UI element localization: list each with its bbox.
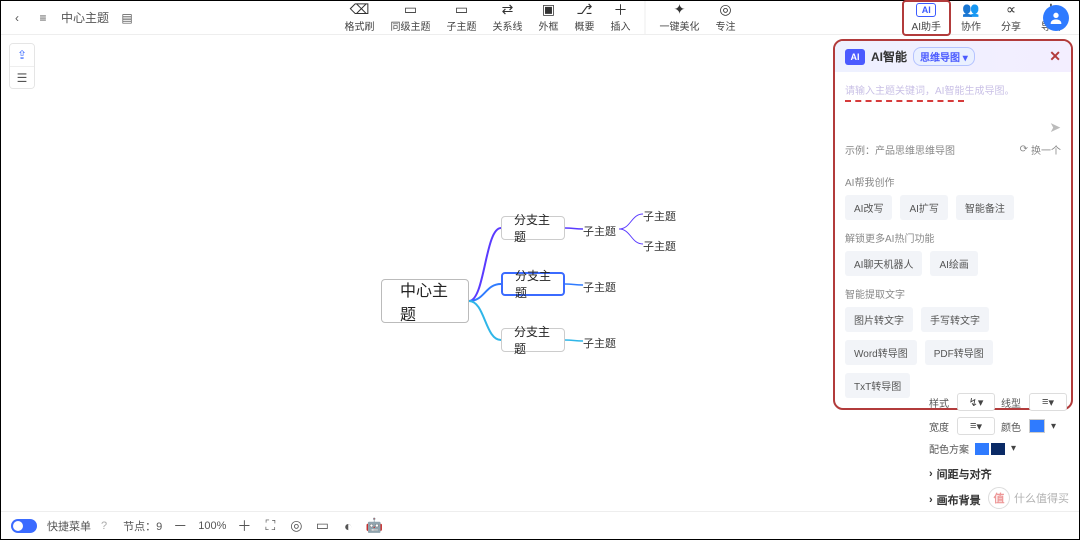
tool-icon: ∝ [1002,3,1020,17]
mindmap-leaf[interactable]: 子主题 [643,208,676,224]
tool-icon: ＋ [612,3,630,17]
ai-example-row: 示例： 产品思维思维导图 ⟳ 换一个 [845,142,1061,164]
back-icon[interactable]: ‹ [9,10,25,26]
toolbar-center: ⌫格式刷▭同级主题▭子主题⇄关系线▣外框⎇概要＋插入✦一键美化◎专注 [337,1,744,34]
document-title: 中心主题 [61,9,109,26]
mindmap-node[interactable]: 分支主题 [501,272,565,296]
doc-icon[interactable]: ▤ [119,10,135,26]
ai-panel-title: AI智能 [871,48,907,65]
tool-icon: ✦ [671,3,689,17]
tool-关系线[interactable]: ⇄关系线 [485,1,531,34]
tool-分享[interactable]: ∝分享 [991,1,1031,35]
tool-插入[interactable]: ＋插入 [603,1,646,34]
ai-chip[interactable]: 智能备注 [956,195,1014,220]
ai-prompt-input[interactable]: 请输入主题关键词，AI智能生成导图。 ➤ [845,80,1061,138]
tool-icon: ⌫ [351,3,369,17]
present-icon[interactable]: ▭ [314,518,330,534]
shortcut-label: 快捷菜单 [47,518,91,534]
shortcut-toggle[interactable] [11,519,37,533]
tool-icon: AI [916,3,936,17]
zoom-level[interactable]: 100% [198,520,226,532]
tool-子主题[interactable]: ▭子主题 [439,1,485,34]
tool-icon: ⇄ [499,3,517,17]
ai-chip[interactable]: AI改写 [845,195,892,220]
ai-chip[interactable]: PDF转导图 [925,340,993,365]
style-width-select[interactable]: ≡ ▾ [957,417,995,435]
theme-icon[interactable]: ◐ [340,518,356,534]
swap-example-button[interactable]: ⟳ 换一个 [1020,142,1061,157]
bottom-status-bar: 快捷菜单 ? 节点：9 － 100% ＋ ⛶ ◎ ▭ ◐ 🤖 [1,511,1079,539]
tool-icon: ◎ [717,3,735,17]
tool-icon: ▭ [453,3,471,17]
mindmap-node[interactable]: 分支主题 [501,328,565,352]
style-linetype-select[interactable]: ≡ ▾ [1029,393,1067,411]
watermark: 值 什么值得买 [988,487,1069,509]
chip-group-title: 解锁更多AI热门功能 [845,230,1061,245]
ai-placeholder: 请输入主题关键词，AI智能生成导图。 [845,82,1061,97]
example-text[interactable]: 产品思维思维导图 [875,142,955,157]
ai-mode-select[interactable]: 思维导图 ▾ [913,47,975,66]
fit-icon[interactable]: ⛶ [262,518,278,534]
ai-badge-icon: AI [845,49,865,65]
zoom-out-button[interactable]: － [172,518,188,534]
user-avatar[interactable] [1043,5,1069,31]
mindmap-node[interactable]: 分支主题 [501,216,565,240]
mindmap-leaf[interactable]: 子主题 [583,223,616,239]
ai-panel: AI AI智能 思维导图 ▾ ✕ 请输入主题关键词，AI智能生成导图。 ➤ 示例… [833,39,1073,410]
example-prefix: 示例： [845,142,875,157]
ai-chip[interactable]: TxT转导图 [845,373,910,398]
tool-AI助手[interactable]: AIAI助手 [902,0,951,36]
tool-协作[interactable]: 👥协作 [951,1,991,35]
assistant-icon[interactable]: 🤖 [366,518,382,534]
tool-外框[interactable]: ▣外框 [531,1,567,34]
menu-icon[interactable]: ≡ [35,10,51,26]
ai-chip[interactable]: 图片转文字 [845,307,913,332]
ai-chip[interactable]: Word转导图 [845,340,917,365]
ai-input-underline [845,100,964,102]
close-icon[interactable]: ✕ [1049,48,1061,65]
ai-chip[interactable]: AI绘画 [930,251,977,276]
ai-panel-header: AI AI智能 思维导图 ▾ ✕ [835,41,1071,72]
tool-icon: 👥 [962,3,980,17]
tool-icon: ⎇ [576,3,594,17]
ai-chip[interactable]: AI扩写 [900,195,947,220]
mindmap-node[interactable]: 中心主题 [381,279,469,323]
tool-一键美化[interactable]: ✦一键美化 [652,1,708,34]
toolbar-left: ‹ ≡ 中心主题 ▤ [9,9,135,26]
help-icon[interactable]: ? [101,520,107,532]
mindmap-leaf[interactable]: 子主题 [643,238,676,254]
chip-group-title: AI帮我创作 [845,174,1061,189]
mindmap-leaf[interactable]: 子主题 [583,335,616,351]
style-color-picker[interactable] [1029,419,1045,433]
tool-概要[interactable]: ⎇概要 [567,1,603,34]
chip-group-title: 智能提取文字 [845,286,1061,301]
tool-icon: ▭ [402,3,420,17]
style-shape-select[interactable]: ↯ ▾ [957,393,995,411]
top-toolbar: ‹ ≡ 中心主题 ▤ ⌫格式刷▭同级主题▭子主题⇄关系线▣外框⎇概要＋插入✦一键… [1,1,1079,35]
tool-icon: ▣ [540,3,558,17]
send-icon[interactable]: ➤ [1049,119,1061,136]
ai-chip[interactable]: 手写转文字 [921,307,989,332]
tool-专注[interactable]: ◎专注 [708,1,744,34]
tool-格式刷[interactable]: ⌫格式刷 [337,1,383,34]
color-scheme-swatches[interactable] [975,443,1005,455]
tool-同级主题[interactable]: ▭同级主题 [383,1,439,34]
zoom-in-button[interactable]: ＋ [236,518,252,534]
mindmap-leaf[interactable]: 子主题 [583,279,616,295]
locate-icon[interactable]: ◎ [288,518,304,534]
accordion-spacing[interactable]: › 间距与对齐 [929,466,1073,482]
ai-chip[interactable]: AI聊天机器人 [845,251,922,276]
